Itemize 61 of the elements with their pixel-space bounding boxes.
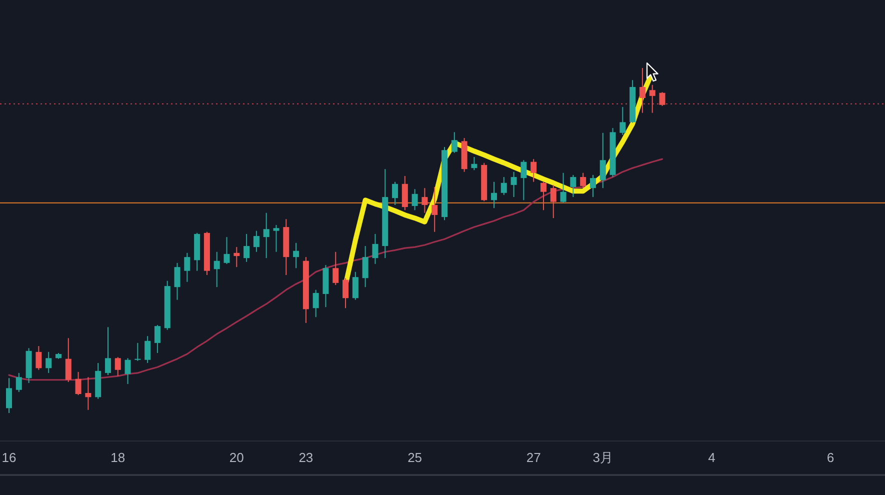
- x-tick-label: 6: [826, 450, 834, 466]
- x-tick-label: 3月: [592, 450, 613, 466]
- x-tick-label: 20: [229, 450, 244, 466]
- candlestick: [75, 371, 82, 396]
- candlestick: [402, 175, 408, 211]
- candlestick: [649, 84, 656, 114]
- x-tick-label: 27: [526, 450, 541, 466]
- candlestick: [560, 172, 566, 204]
- candlestick: [46, 351, 52, 374]
- candlestick: [184, 252, 190, 282]
- candlestick: [600, 132, 606, 189]
- candlestick: [471, 156, 478, 171]
- candlestick: [114, 356, 121, 377]
- candlestick: [362, 246, 368, 288]
- candlestick: [372, 233, 378, 264]
- candlestick: [500, 176, 507, 196]
- x-tick-label: 25: [408, 450, 422, 466]
- candlestick: [392, 181, 398, 206]
- x-tick-label: 4: [708, 450, 716, 466]
- candlestick: [174, 262, 180, 300]
- candlestick: [590, 174, 596, 198]
- candlestick: [124, 358, 131, 385]
- candlestick: [263, 212, 270, 259]
- candlestick: [134, 342, 141, 362]
- candlestick: [620, 106, 626, 136]
- x-tick-label: 18: [110, 450, 126, 466]
- candlestick: [154, 324, 160, 354]
- candlestick: [412, 188, 418, 211]
- candlestick: [550, 184, 556, 219]
- candlestick: [520, 160, 527, 201]
- candlestick: [273, 224, 280, 252]
- candlestick: [104, 326, 111, 376]
- candlestick: [312, 289, 319, 318]
- candlestick: [540, 181, 546, 211]
- x-tick-label: 16: [2, 450, 16, 466]
- candlestick: [580, 172, 586, 189]
- candlestick: [639, 68, 646, 114]
- candlestick: [36, 346, 42, 370]
- candlestick: [224, 236, 230, 264]
- x-tick-label: 23: [298, 450, 314, 466]
- candlestick: [342, 278, 349, 309]
- candlestick: [432, 186, 438, 232]
- candlestick: [659, 92, 666, 106]
- candlestick: [352, 271, 358, 300]
- candlestick: [332, 251, 339, 286]
- candlestick: [570, 174, 576, 198]
- candlestick: [293, 242, 300, 269]
- candlestick: [244, 233, 250, 262]
- candlestick: [65, 338, 72, 382]
- candlestick: [144, 336, 151, 364]
- candlestick: [214, 251, 220, 288]
- candlestick: [510, 171, 517, 198]
- candlestick: [234, 246, 240, 268]
- candlestick: [85, 376, 92, 410]
- candlestick: [530, 158, 537, 182]
- candlestick: [422, 188, 428, 214]
- candlestick: [451, 132, 458, 154]
- candlestick: [253, 230, 260, 252]
- candlestick: [6, 378, 12, 414]
- candlestick: [16, 372, 22, 392]
- candlestick: [490, 181, 497, 209]
